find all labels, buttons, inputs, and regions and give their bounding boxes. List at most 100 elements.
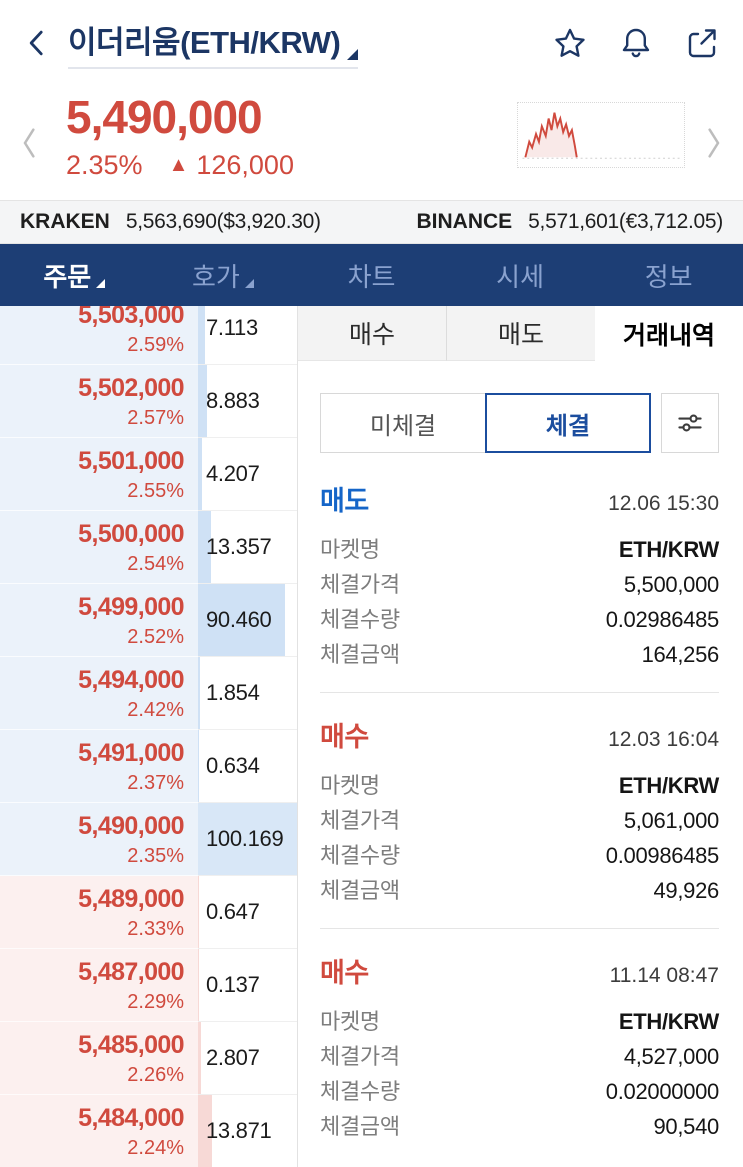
favorite-button[interactable] (551, 24, 589, 62)
order-qty-cell[interactable]: 100.169 (198, 803, 297, 876)
trade-entry[interactable]: 매도 12.06 15:30 마켓명 ETH/KRW 체결가격 5,500,000 체결수량… (320, 457, 719, 676)
order-price: 5,501,000 (78, 447, 184, 475)
tab-label: 호가 (191, 261, 240, 292)
share-icon (688, 29, 716, 58)
orderbook-row[interactable]: 5,503,000 2.59% 7.113 (0, 306, 297, 365)
field-value: 4,527,000 (623, 1044, 719, 1069)
order-price-cell[interactable]: 5,494,000 2.42% (0, 657, 198, 730)
back-button[interactable] (22, 22, 60, 64)
order-qty-cell[interactable]: 7.113 (198, 306, 297, 365)
exchange-binance: BINANCE 5,571,601(€3,712.05) (416, 210, 723, 234)
trade-type: 매수 (320, 958, 369, 988)
tab-trade-history[interactable]: 거래내역 (595, 306, 743, 361)
volume-bar (198, 876, 199, 948)
order-qty-cell[interactable]: 8.883 (198, 365, 297, 438)
exchange-price: 5,571,601(€3,712.05) (528, 210, 723, 233)
orderbook-row[interactable]: 5,499,000 2.52% 90.460 (0, 584, 297, 657)
order-qty-cell[interactable]: 13.357 (198, 511, 297, 584)
volume-bar (198, 1095, 212, 1167)
tab-sell[interactable]: 매도 (447, 306, 595, 361)
orderbook-row[interactable]: 5,489,000 2.33% 0.647 (0, 876, 297, 949)
tab-market[interactable]: 시세 (446, 244, 595, 306)
next-symbol-button[interactable] (703, 126, 723, 165)
tab-order[interactable]: 주문 (0, 244, 149, 306)
tab-label: 차트 (347, 261, 396, 292)
order-qty: 8.883 (206, 388, 260, 413)
trade-entry[interactable]: 매수 11.14 08:47 마켓명 ETH/KRW 체결가격 4,527,000 체결수량… (320, 929, 719, 1148)
orderbook-row[interactable]: 5,502,000 2.57% 8.883 (0, 365, 297, 438)
orderbook-row[interactable]: 5,491,000 2.37% 0.634 (0, 730, 297, 803)
tab-label: 주문 (43, 261, 92, 292)
order-change-pct: 2.54% (127, 553, 184, 575)
field-label: 체결가격 (320, 572, 400, 597)
field-value: ETH/KRW (618, 1009, 719, 1034)
price-change: 2.35% ▲ 126,000 (66, 150, 743, 181)
orderbook-row[interactable]: 5,501,000 2.55% 4.207 (0, 438, 297, 511)
order-price-cell[interactable]: 5,491,000 2.37% (0, 730, 198, 803)
order-price-cell[interactable]: 5,499,000 2.52% (0, 584, 198, 657)
order-price-cell[interactable]: 5,500,000 2.54% (0, 511, 198, 584)
order-price-cell[interactable]: 5,484,000 2.24% (0, 1095, 198, 1167)
order-price: 5,489,000 (78, 885, 184, 913)
subtab-open-orders[interactable]: 미체결 (320, 393, 486, 453)
order-price-cell[interactable]: 5,485,000 2.26% (0, 1022, 198, 1095)
order-price-cell[interactable]: 5,501,000 2.55% (0, 438, 198, 511)
order-qty-cell[interactable]: 1.854 (198, 657, 297, 730)
trade-field-row: 마켓명 ETH/KRW (320, 1004, 719, 1039)
symbol-dropdown[interactable]: 이더리움(ETH/KRW) (68, 17, 359, 69)
order-qty-cell[interactable]: 0.634 (198, 730, 297, 803)
share-button[interactable] (683, 24, 721, 62)
order-price-cell[interactable]: 5,502,000 2.57% (0, 365, 198, 438)
orderbook-row[interactable]: 5,484,000 2.24% 13.871 (0, 1095, 297, 1167)
order-price: 5,491,000 (78, 739, 184, 767)
order-price-cell[interactable]: 5,489,000 2.33% (0, 876, 198, 949)
orderbook-column: 5,503,000 2.59% 7.113 5,502,000 2.57% 8.883 5,… (0, 306, 298, 1167)
volume-bar (198, 803, 297, 875)
orderbook-row-current[interactable]: 5,490,000 2.35% 100.169 (0, 803, 297, 876)
order-qty-cell[interactable]: 90.460 (198, 584, 297, 657)
chevron-right-icon (708, 128, 720, 158)
alert-button[interactable] (617, 24, 655, 62)
tab-info[interactable]: 정보 (594, 244, 743, 306)
trade-field-row: 체결금액 164,256 (320, 637, 719, 672)
filter-button[interactable] (661, 393, 719, 453)
back-chevron-icon (29, 30, 43, 56)
orderbook-row[interactable]: 5,485,000 2.26% 2.807 (0, 1022, 297, 1095)
trade-entry[interactable]: 매수 12.03 16:04 마켓명 ETH/KRW 체결가격 5,061,000 체결수량… (320, 693, 719, 912)
field-value: 5,061,000 (623, 808, 719, 833)
tab-orderbook[interactable]: 호가 (149, 244, 298, 306)
exchange-reference-bar: KRAKEN 5,563,690($3,920.30) BINANCE 5,57… (0, 200, 743, 244)
tab-chart[interactable]: 차트 (297, 244, 446, 306)
order-qty: 0.647 (206, 899, 260, 924)
trade-field-row: 체결가격 5,061,000 (320, 803, 719, 838)
tab-buy[interactable]: 매수 (298, 306, 447, 361)
subtab-filled-orders[interactable]: 체결 (485, 393, 651, 453)
field-label: 체결가격 (320, 808, 400, 833)
order-price-cell[interactable]: 5,487,000 2.29% (0, 949, 198, 1022)
prev-symbol-button[interactable] (20, 126, 40, 165)
order-change-pct: 2.52% (127, 626, 184, 648)
orderbook-row[interactable]: 5,500,000 2.54% 13.357 (0, 511, 297, 584)
order-qty-cell[interactable]: 0.647 (198, 876, 297, 949)
order-price-cell[interactable]: 5,503,000 2.59% (0, 306, 198, 365)
trade-field-row: 체결가격 5,500,000 (320, 567, 719, 602)
order-qty-cell[interactable]: 0.137 (198, 949, 297, 1022)
trade-entry-header: 매수 11.14 08:47 (320, 951, 719, 990)
orderbook-row[interactable]: 5,487,000 2.29% 0.137 (0, 949, 297, 1022)
orderbook-row[interactable]: 5,494,000 2.42% 1.854 (0, 657, 297, 730)
order-qty: 0.137 (206, 972, 260, 997)
volume-bar (198, 949, 199, 1021)
trade-history-list: 매도 12.06 15:30 마켓명 ETH/KRW 체결가격 5,500,000 체결수량… (298, 453, 743, 1167)
order-qty-cell[interactable]: 13.871 (198, 1095, 297, 1167)
order-change-pct: 2.24% (127, 1137, 184, 1159)
field-label: 체결수량 (320, 607, 400, 632)
field-value: ETH/KRW (618, 773, 719, 798)
order-price: 5,490,000 (78, 812, 184, 840)
order-price-cell[interactable]: 5,490,000 2.35% (0, 803, 198, 876)
field-value: 90,540 (653, 1114, 720, 1139)
orderbook-rows: 5,503,000 2.59% 7.113 5,502,000 2.57% 8.883 5,… (0, 306, 297, 1167)
trade-time: 12.03 16:04 (608, 728, 719, 751)
order-qty-cell[interactable]: 4.207 (198, 438, 297, 511)
order-qty-cell[interactable]: 2.807 (198, 1022, 297, 1095)
sort-marker-icon (96, 278, 106, 288)
